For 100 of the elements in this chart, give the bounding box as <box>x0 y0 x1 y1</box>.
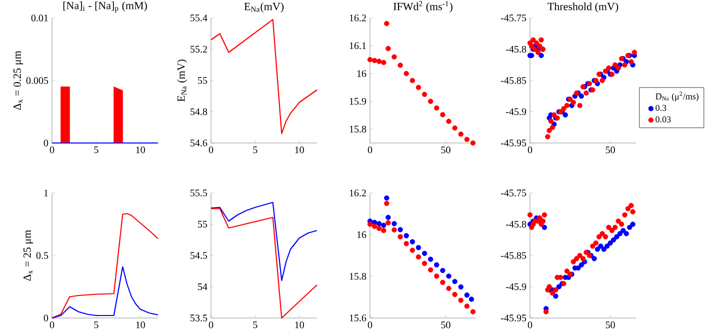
x-tick-label: 0 <box>208 322 214 328</box>
point <box>446 118 452 124</box>
point <box>553 294 558 299</box>
point <box>398 234 403 240</box>
x-tick-label: 10 <box>136 146 145 154</box>
point <box>416 84 422 90</box>
x-tick-label: 5 <box>253 146 258 154</box>
point <box>446 274 452 279</box>
y-tick-label: 0 <box>44 314 48 322</box>
point <box>616 218 621 224</box>
x-tick-label: 10 <box>295 322 304 328</box>
point <box>596 234 602 240</box>
y-tick-label: 16.2 <box>350 14 366 22</box>
y-tick-label: 55 <box>198 220 208 228</box>
point <box>404 241 409 246</box>
point <box>612 62 618 68</box>
point <box>574 256 580 262</box>
point <box>384 200 390 206</box>
point <box>376 221 382 226</box>
point <box>584 90 589 96</box>
x-tick-label: 0 <box>50 146 54 154</box>
point <box>628 202 634 208</box>
point <box>527 212 533 218</box>
x-tick-label: 50 <box>606 146 615 154</box>
y-tick-label: -45.9 <box>506 283 526 290</box>
point <box>452 278 458 284</box>
point <box>553 287 558 292</box>
point <box>372 224 378 229</box>
y-tick-label: 54.5 <box>190 252 208 259</box>
point <box>464 292 470 298</box>
point <box>606 65 612 71</box>
y-tick-label: 55 <box>198 77 208 84</box>
y-axis-title: Δ$_{x}$ = 0.25 μm <box>13 50 24 110</box>
y-tick-label: -45.9 <box>506 108 526 116</box>
point <box>392 54 397 60</box>
point <box>580 256 586 262</box>
point <box>381 60 386 66</box>
x-tick-label: 0 <box>208 146 214 154</box>
y-tick-label: -45.85 <box>501 77 526 84</box>
point <box>470 140 476 146</box>
point <box>606 224 612 230</box>
point <box>626 224 632 230</box>
point <box>384 20 390 26</box>
x-tick-label: 0 <box>368 322 372 328</box>
y-tick-label: -45.8 <box>506 220 526 228</box>
point <box>545 134 550 140</box>
y-tick-label: 15.6 <box>350 314 366 322</box>
point <box>446 286 452 292</box>
point <box>428 256 434 262</box>
point <box>381 222 386 228</box>
y-tick-label: 0.005 <box>26 77 48 84</box>
point <box>578 262 584 268</box>
point <box>542 224 548 230</box>
y-tick-label: 16.2 <box>350 190 366 196</box>
point <box>452 125 458 131</box>
y-tick-label: 1 <box>44 190 48 196</box>
point <box>376 226 382 232</box>
chart-title: [Na]$_{i}$ - [Na]$_{p}$ (mM) <box>63 2 147 12</box>
point <box>386 220 391 226</box>
y-tick-label: 15.8 <box>350 126 366 133</box>
point <box>367 57 373 62</box>
point <box>564 268 570 274</box>
y-tick-label: 16 <box>357 231 366 238</box>
point <box>630 209 636 214</box>
point <box>570 259 576 264</box>
x-tick-label: 50 <box>441 146 450 154</box>
point <box>530 37 536 42</box>
point <box>404 70 409 76</box>
point <box>618 222 624 227</box>
x-tick-label: 5 <box>253 322 258 328</box>
y-tick-label: 16 <box>357 70 366 77</box>
point <box>392 227 397 232</box>
point <box>404 233 409 238</box>
point <box>384 195 390 201</box>
y-tick-label: 54.8 <box>190 108 208 116</box>
point <box>543 309 549 314</box>
point <box>577 252 582 258</box>
point <box>594 246 600 252</box>
x-tick-label: 10 <box>136 322 145 328</box>
point <box>410 239 416 244</box>
point <box>622 62 628 68</box>
y-tick-label: -45.8 <box>506 46 526 53</box>
point <box>367 222 373 227</box>
point <box>410 78 416 84</box>
point <box>440 280 446 285</box>
point <box>598 244 604 249</box>
point <box>620 228 626 234</box>
y-tick-label: 55.2 <box>190 46 207 53</box>
point <box>548 118 554 124</box>
point <box>534 40 540 46</box>
point <box>570 100 576 105</box>
y-tick-label: -45.75 <box>501 190 526 196</box>
x-tick-label: 0 <box>368 146 372 154</box>
point <box>440 268 446 274</box>
point <box>422 92 428 97</box>
x-tick-label: 0 <box>50 322 54 328</box>
point <box>625 206 631 212</box>
point <box>630 222 636 227</box>
point <box>398 62 403 68</box>
y-tick-label: 0.01 <box>31 14 48 22</box>
